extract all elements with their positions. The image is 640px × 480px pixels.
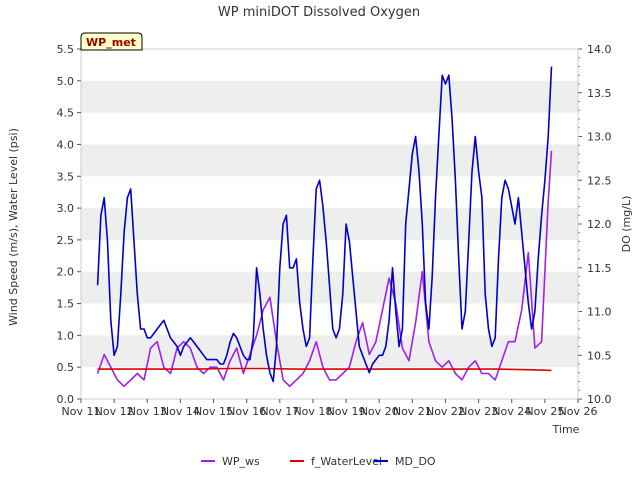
x-tick-label: Nov 20: [360, 405, 399, 418]
x-tick-label: Nov 11: [62, 405, 101, 418]
series-line-f_WaterLevel: [97, 367, 552, 372]
y-right-tick-label: 11.5: [587, 262, 612, 275]
x-tick-label: Nov 16: [227, 405, 266, 418]
y-right-tick-label: 10.5: [587, 349, 612, 362]
y-left-tick-label: 1.0: [57, 329, 75, 342]
background-bands: [81, 49, 578, 399]
station-label-box: WP_met: [80, 32, 143, 51]
grid-band-3: [81, 144, 578, 177]
x-tick-label: Nov 18: [293, 405, 332, 418]
y-right-tick-label: 10.0: [587, 393, 612, 406]
y-left-tick-label: 5.0: [57, 75, 75, 88]
y-left-tick-label: 4.5: [57, 107, 75, 120]
grid-band-4: [81, 80, 578, 113]
legend-label-f_WaterLevel: f_WaterLevel: [311, 455, 382, 468]
chart-title: WP miniDOT Dissolved Oxygen: [218, 5, 420, 20]
y-axis-left-label: Wind Speed (m/s), Water Level (psi): [7, 128, 20, 326]
series-line-WP_ws: [96, 150, 553, 388]
x-tick-label: Nov 22: [426, 405, 465, 418]
y-left-tick-label: 3.0: [57, 202, 75, 215]
x-tick-label: Nov 26: [559, 405, 598, 418]
legend-label-WP_ws: WP_ws: [222, 455, 260, 468]
legend-label-MD_DO: MD_DO: [395, 455, 436, 468]
y-axis-right-label: DO (mg/L): [620, 196, 633, 253]
y-left-tick-label: 1.5: [57, 298, 75, 311]
grid-band-0: [81, 335, 578, 368]
station-label: WP_met: [86, 36, 136, 49]
series-group: [96, 66, 553, 388]
x-tick-label: Nov 17: [260, 405, 299, 418]
x-tick-label: Nov 21: [393, 405, 432, 418]
y-left-tick-label: 2.5: [57, 234, 75, 247]
y-left-tick-label: 2.0: [57, 266, 75, 279]
axes-group: 0.0 0.5 1.0 1.5 2.0 2.5 3.0 3.5 4.0 4.5 5.0 5.5 10.0…: [57, 43, 612, 418]
y-right-tick-label: 13.5: [587, 87, 612, 100]
x-tick-label: Nov 19: [327, 405, 366, 418]
y-right-tick-label: 13.0: [587, 131, 612, 144]
x-tick-label: Nov 23: [459, 405, 498, 418]
x-axis-label: Time: [552, 423, 580, 436]
y-right-tick-label: 11.0: [587, 306, 612, 319]
y-right-tick-label: 12.0: [587, 218, 612, 231]
y-left-tick-label: 0.5: [57, 361, 75, 374]
legend: WP_ws f_WaterLevel MD_DO: [201, 455, 436, 468]
x-tick-label: Nov 25: [525, 405, 564, 418]
y-left-tick-label: 3.5: [57, 170, 75, 183]
x-tick-label: Nov 24: [492, 405, 531, 418]
x-tick-label: Nov 12: [95, 405, 134, 418]
y-left-tick-label: 0.0: [57, 393, 75, 406]
y-right-tick-label: 14.0: [587, 43, 612, 56]
y-left-tick-label: 5.5: [57, 43, 75, 56]
x-tick-label: Nov 13: [128, 405, 167, 418]
series-line-MD_DO: [96, 66, 553, 383]
x-tick-label: Nov 15: [194, 405, 233, 418]
y-right-tick-label: 12.5: [587, 174, 612, 187]
grid-band-2: [81, 208, 578, 240]
x-tick-label: Nov 14: [161, 405, 200, 418]
y-left-tick-label: 4.0: [57, 138, 75, 151]
